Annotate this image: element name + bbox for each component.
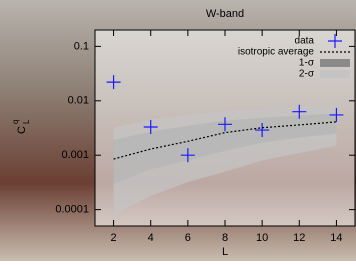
legend-marker <box>320 70 350 78</box>
x-tick-label: 2 <box>111 232 117 244</box>
y-label-sup: q <box>11 120 20 124</box>
y-tick-label: 0.1 <box>74 40 89 52</box>
y-tick-label: 0.001 <box>61 149 89 161</box>
chart-title: W-band <box>206 8 244 20</box>
legend-marker <box>320 59 350 67</box>
y-tick-label: 0.0001 <box>55 204 89 216</box>
x-tick-label: 14 <box>330 232 342 244</box>
legend-label: data <box>295 36 315 47</box>
x-axis-label: L <box>222 246 228 258</box>
page: W-band L C q L 0.1 0.01 0.001 0.0001 2 4 6 8 10 1… <box>0 0 356 261</box>
legend-label: 1-σ <box>299 58 315 69</box>
chart: W-band L C q L 0.1 0.01 0.001 0.0001 2 4 6 8 10 1… <box>0 0 356 261</box>
legend-label: isotropic average <box>238 47 315 58</box>
x-tick-label: 6 <box>185 232 191 244</box>
y-label-sub: L <box>22 119 31 124</box>
x-tick-label: 8 <box>222 232 228 244</box>
x-tick-label: 12 <box>293 232 305 244</box>
x-tick-label: 4 <box>148 232 154 244</box>
y-tick-label: 0.01 <box>68 95 89 107</box>
y-label-main: C <box>16 126 28 134</box>
x-tick-label: 10 <box>256 232 268 244</box>
legend-label: 2-σ <box>299 69 315 80</box>
